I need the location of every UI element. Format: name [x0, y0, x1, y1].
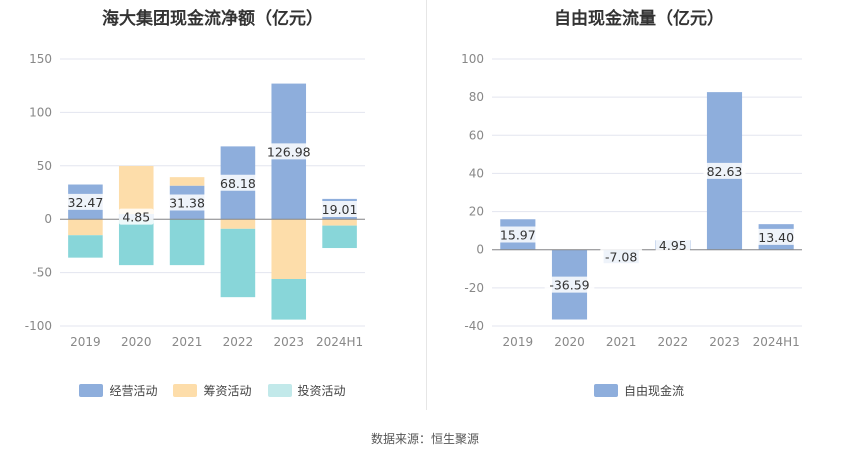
- cash-flow-net-bar: [220, 228, 256, 298]
- free-cash-flow-xtick-label: 2022: [658, 335, 689, 349]
- cash-flow-net-xtick-label: 2022: [223, 335, 254, 349]
- free-cash-flow-data-label: 13.40: [758, 230, 794, 245]
- cash-flow-net-ytick-label: 100: [29, 105, 52, 119]
- cash-flow-net-data-label: 31.38: [169, 195, 205, 210]
- cash-flow-net-data-label-bg: [64, 193, 107, 210]
- cash-flow-net-bar: [322, 219, 357, 226]
- cash-flow-net-ytick-label: -50: [32, 266, 52, 280]
- cash-flow-net-ytick-label: -100: [25, 319, 52, 333]
- legend-label-financing: 筹资活动: [203, 384, 252, 398]
- legend-swatch-operating: [79, 384, 104, 397]
- legend-label-fcf: 自由现金流: [623, 384, 684, 398]
- free-cash-flow-panel: 自由现金流量（亿元） 100 80 60 40 20 0 -20 -40 2019 2020 202…: [428, 0, 850, 410]
- cash-flow-net-data-label-bg: [119, 208, 154, 225]
- legend-swatch-fcf: [593, 384, 618, 397]
- legend-label-investing: 投资活动: [297, 384, 346, 398]
- cash-flow-net-bar: [322, 225, 357, 249]
- legend-item-financing[interactable]: 筹资活动: [173, 382, 252, 399]
- free-cash-flow-ytick-label: -40: [464, 319, 484, 333]
- free-cash-flow-data-label-bg: [600, 248, 643, 265]
- cash-flow-net-data-label-bg: [318, 201, 361, 218]
- cash-flow-net-ytick-label: 50: [37, 159, 52, 173]
- legend-swatch-investing: [267, 384, 292, 397]
- free-cash-flow-data-label: 15.97: [500, 227, 536, 242]
- free-cash-flow-legend: 自由现金流: [428, 382, 850, 399]
- free-cash-flow-ytick-label: 80: [469, 90, 484, 104]
- free-cash-flow-ytick-label: 20: [469, 205, 484, 219]
- cash-flow-net-data-label-bg: [166, 194, 209, 211]
- cash-flow-net-data-label: 126.98: [267, 144, 311, 159]
- cash-flow-net-data-label-bg: [216, 174, 259, 191]
- legend-item-operating[interactable]: 经营活动: [79, 382, 157, 399]
- free-cash-flow-data-label: 4.95: [659, 238, 687, 253]
- cash-flow-net-data-label: 4.85: [122, 210, 150, 225]
- cash-flow-net-xtick-label: 2023: [273, 335, 304, 349]
- legend-label-operating: 经营活动: [109, 384, 158, 398]
- free-cash-flow-data-label: -7.08: [605, 249, 637, 264]
- free-cash-flow-data-label-bg: [655, 236, 691, 253]
- cash-flow-net-data-label: 19.01: [322, 202, 358, 217]
- free-cash-flow-data-label-bg: [755, 228, 798, 245]
- free-cash-flow-ytick-label: -20: [464, 281, 484, 295]
- free-cash-flow-chart: 100 80 60 40 20 0 -20 -40 2019 2020 2021 2022 2023 20…: [461, 52, 802, 349]
- cash-flow-net-data-label: 32.47: [68, 195, 104, 210]
- free-cash-flow-data-label-bg: [496, 226, 539, 243]
- data-source-note: 数据来源：恒生聚源: [370, 432, 479, 446]
- cash-flow-net-bar: [220, 219, 256, 229]
- cash-flow-net-data-label-bg: [263, 143, 314, 160]
- free-cash-flow-data-label: 82.63: [707, 164, 743, 179]
- free-cash-flow-data-label-bg: [703, 162, 746, 179]
- cash-flow-net-bar: [169, 219, 205, 266]
- cash-flow-net-xtick-label: 2021: [172, 335, 203, 349]
- free-cash-flow-xtick-label: 2023: [709, 335, 740, 349]
- chart-title-cash-flow-net: 海大集团现金流净额（亿元）: [102, 9, 323, 29]
- free-cash-flow-xtick-label: 2021: [606, 335, 637, 349]
- cash-flow-net-ytick-label: 150: [29, 52, 52, 66]
- legend-item-fcf[interactable]: 自由现金流: [593, 382, 684, 399]
- cash-flow-net-xtick-label: 2020: [121, 335, 152, 349]
- legend-item-investing[interactable]: 投资活动: [267, 382, 346, 399]
- cash-flow-net-data-label: 68.18: [220, 176, 256, 191]
- cash-flow-net-bar: [118, 165, 154, 215]
- legend-swatch-financing: [173, 384, 198, 397]
- free-cash-flow-xtick-label: 2019: [503, 335, 534, 349]
- cash-flow-net-xtick-label: 2024H1: [316, 335, 363, 349]
- cash-flow-net-chart: 150 100 50 0 -50 -100 2019 2020 2021 2022 2023 2024…: [25, 52, 365, 349]
- cash-flow-net-panel: 海大集团现金流净额（亿元） 150 100 50 0 -50 -100 2019 2020 20…: [0, 0, 425, 410]
- chart-title-free-cash-flow: 自由现金流量（亿元）: [554, 9, 724, 29]
- free-cash-flow-ytick-label: 60: [469, 128, 484, 142]
- cash-flow-net-bar: [169, 177, 205, 186]
- cash-flow-net-legend: 经营活动 筹资活动 投资活动: [0, 382, 425, 399]
- free-cash-flow-xtick-label: 2024H1: [753, 335, 800, 349]
- cash-flow-net-bar: [271, 219, 307, 280]
- free-cash-flow-ytick-label: 100: [461, 52, 484, 66]
- free-cash-flow-data-label: -36.59: [549, 278, 589, 293]
- panel-divider: [426, 0, 427, 410]
- cash-flow-net-bar: [118, 219, 154, 266]
- free-cash-flow-ytick-label: 0: [476, 243, 484, 257]
- cash-flow-net-bar: [68, 235, 103, 258]
- cash-flow-net-bar: [271, 279, 307, 320]
- cash-flow-net-ytick-label: 0: [44, 212, 52, 226]
- free-cash-flow-ytick-label: 40: [469, 166, 484, 180]
- free-cash-flow-xtick-label: 2020: [554, 335, 585, 349]
- free-cash-flow-data-label-bg: [544, 276, 595, 293]
- cash-flow-net-bar: [68, 219, 103, 236]
- cash-flow-net-xtick-label: 2019: [70, 335, 101, 349]
